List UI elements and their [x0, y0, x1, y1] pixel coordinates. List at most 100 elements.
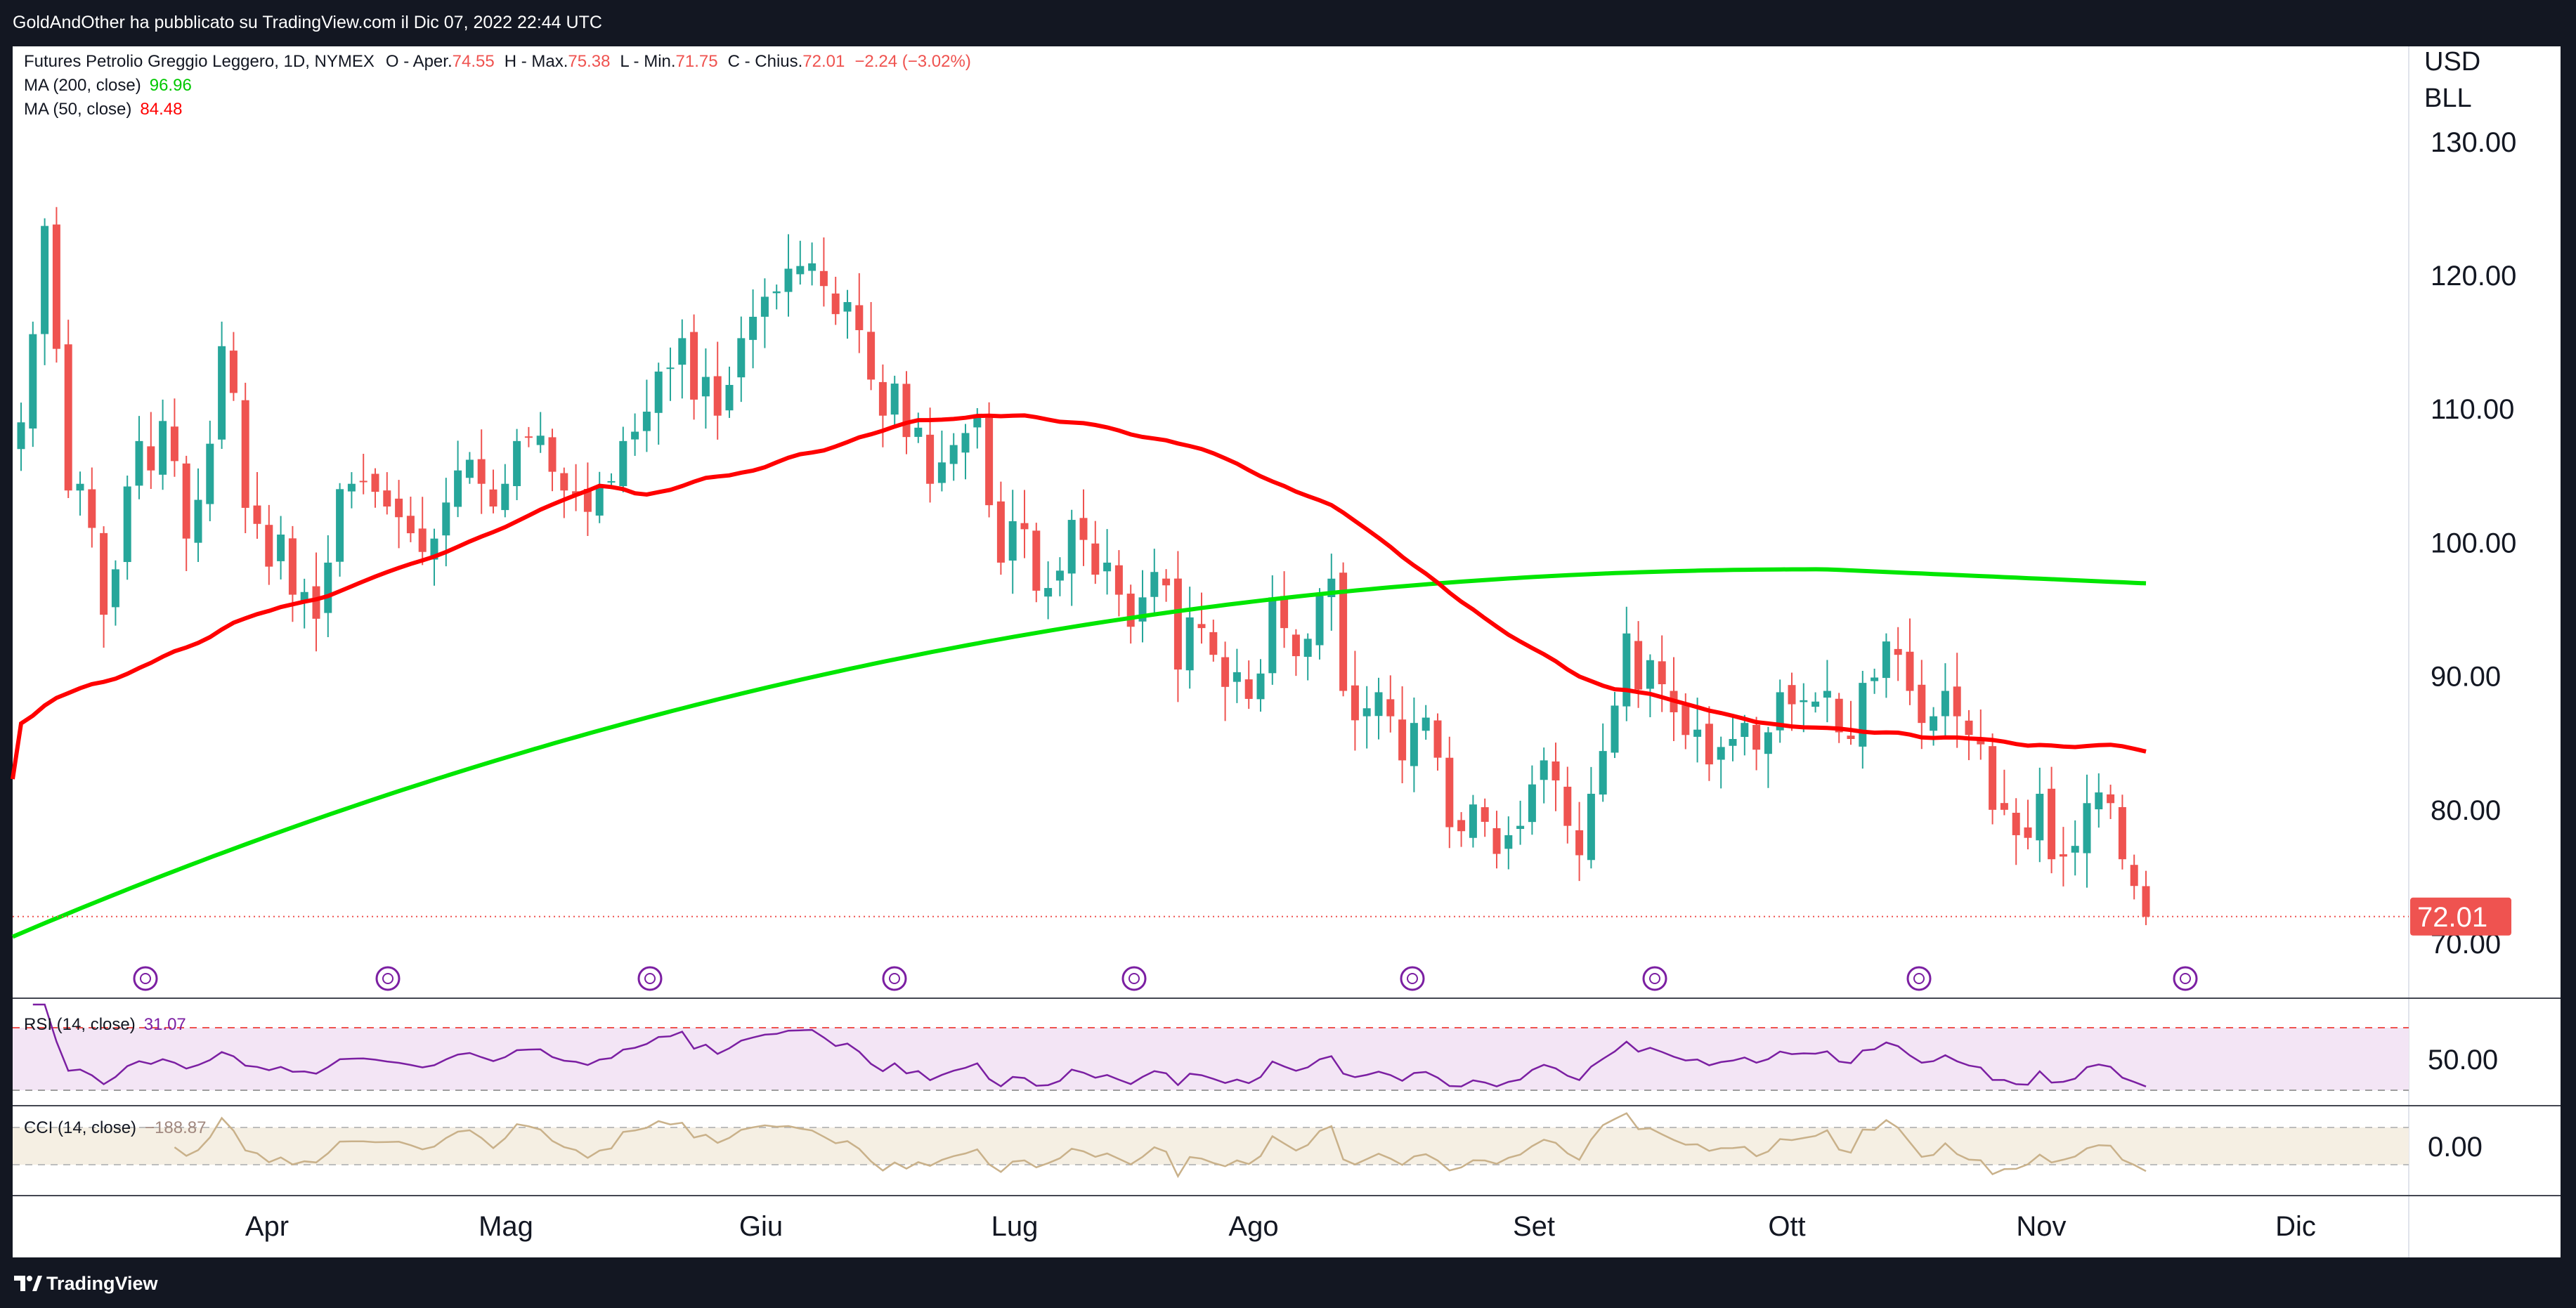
candle-body [1894, 648, 1902, 655]
candle-body [1835, 698, 1843, 733]
ma50-line [11, 413, 2147, 780]
candle-body [442, 502, 450, 536]
candle-body [1362, 708, 1371, 717]
candle-body [477, 459, 486, 484]
cci-line [174, 1112, 2147, 1179]
candle-body [843, 302, 852, 312]
candle-body [2059, 854, 2067, 857]
candle-body [796, 266, 805, 275]
rsi-value: 31.07 [144, 1015, 186, 1034]
candle-body [1315, 596, 1324, 646]
candle-body [1091, 543, 1100, 575]
candle-body [100, 532, 108, 615]
candle-body [465, 459, 474, 478]
candle-body [666, 367, 675, 369]
candle-body [973, 414, 982, 428]
candle-body [1020, 523, 1029, 530]
candle-body [1953, 686, 1961, 717]
candle-body [1055, 570, 1064, 581]
legend-c-label: C - Chius. [728, 52, 803, 71]
candle-body [2142, 886, 2150, 917]
candle-body [1173, 578, 1182, 670]
candle-body [1752, 724, 1761, 750]
candle-body [1079, 518, 1088, 540]
candle-body [1788, 685, 1796, 705]
dividend-marker-icon[interactable] [637, 966, 663, 991]
candle-body [1918, 684, 1926, 724]
legend-o-value: 74.55 [453, 52, 495, 71]
dividend-marker-glyph [2180, 973, 2191, 984]
candle-body [288, 538, 297, 595]
candle-body [1776, 692, 1784, 731]
candle-body [1492, 828, 1501, 854]
candle-body [690, 332, 698, 400]
price-tick: 120.00 [2431, 261, 2516, 292]
candle-body [123, 486, 131, 563]
candle-body [418, 528, 427, 552]
dividend-marker-glyph [644, 973, 656, 984]
candle-body [265, 525, 273, 567]
candle-body [985, 417, 994, 506]
candle-body [937, 462, 946, 483]
candle-body [1126, 594, 1135, 627]
dividend-marker-icon[interactable] [133, 966, 158, 991]
dividend-marker-icon[interactable] [1906, 966, 1932, 991]
candle-body [678, 338, 687, 365]
price-scale-unit: BLL [2424, 84, 2472, 113]
dividend-marker-icon[interactable] [2173, 966, 2198, 991]
candle-body [1563, 786, 1572, 826]
candle-body [1882, 641, 1890, 679]
candle-body [808, 263, 817, 271]
candle-body [1232, 672, 1241, 682]
dividend-marker-icon[interactable] [375, 966, 401, 991]
dividend-marker-icon[interactable] [1121, 966, 1147, 991]
dividend-markers[interactable] [133, 966, 2198, 991]
candle-body [1658, 661, 1666, 685]
candle-body [1044, 588, 1053, 597]
candle-body [1575, 830, 1584, 856]
cci-label: CCI (14, close) [24, 1118, 136, 1137]
candle-body [1552, 761, 1560, 780]
dividend-marker-icon[interactable] [882, 966, 907, 991]
month-label: Ott [1768, 1211, 1805, 1242]
cci-legend: CCI (14, close) −188.87 [24, 1118, 206, 1137]
dividend-marker-icon[interactable] [1642, 966, 1667, 991]
candle-body [1374, 692, 1383, 717]
month-label: Dic [2275, 1211, 2316, 1242]
footer-bar: TradingView [0, 1257, 2576, 1308]
candle-body [1280, 596, 1289, 629]
month-label: Mag [479, 1211, 533, 1242]
price-tick: 100.00 [2431, 528, 2516, 558]
candle-body [347, 483, 356, 492]
candle-body [961, 433, 970, 453]
rsi-line [32, 1003, 2147, 1087]
candle-body [737, 338, 746, 378]
candle-body [760, 296, 769, 317]
dividend-marker-icon[interactable] [1400, 966, 1425, 991]
candle-body [1729, 738, 1737, 746]
last-price-label: 72.01 [2417, 902, 2487, 933]
candle-body [2071, 846, 2079, 853]
ma200-line [11, 567, 2147, 939]
legend-c-value: 72.01 [802, 52, 845, 71]
price-tick: 130.00 [2431, 127, 2516, 158]
candle-body [1930, 716, 1938, 731]
candle-body [1445, 757, 1454, 828]
candle-body [619, 440, 627, 487]
candle-body [1941, 691, 1949, 717]
legend-l-label: L - Min. [620, 52, 675, 71]
candle-body [1528, 784, 1536, 823]
candle-body [159, 421, 167, 475]
time-axis: Apr Mag Giu Lug Ago Set Ott Nov Dic [245, 1211, 2316, 1242]
candle-body [17, 422, 25, 450]
candle-body [1303, 639, 1312, 658]
candle-body [2048, 788, 2056, 860]
candle-body [1693, 729, 1702, 737]
candle-body [1622, 633, 1631, 707]
candle-body [1516, 825, 1525, 830]
candle-body [949, 445, 958, 464]
rsi-legend: RSI (14, close) 31.07 [24, 1015, 186, 1034]
candle-body [2130, 865, 2138, 887]
